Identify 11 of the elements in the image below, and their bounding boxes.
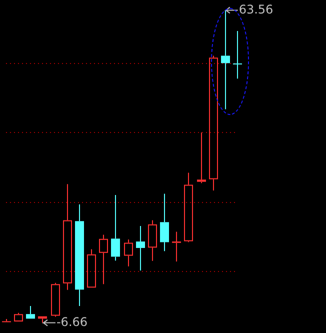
candlestick <box>111 194 120 262</box>
candlestick <box>233 30 242 80</box>
candlestick <box>75 204 84 307</box>
text: 63.56 <box>238 2 274 16</box>
candlestick <box>197 132 206 184</box>
candlestick <box>172 231 181 262</box>
candlestick <box>26 306 35 319</box>
candlestick <box>160 193 169 252</box>
candlestick <box>221 10 230 110</box>
annotation: -6.66 <box>56 314 88 329</box>
candlestick <box>136 226 145 272</box>
